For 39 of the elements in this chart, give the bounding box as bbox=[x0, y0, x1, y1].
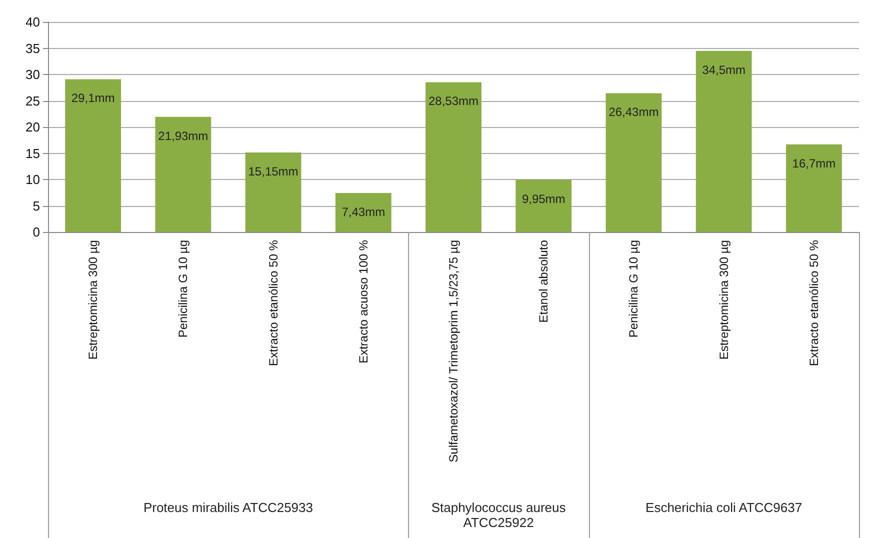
x-tick-label: Sulfametoxazol/ Trimetoprim 1,5/23,75 µg bbox=[446, 240, 460, 462]
y-tick-label: 0 bbox=[32, 224, 40, 240]
text: Escherichia coli ATCC9637 bbox=[644, 500, 804, 515]
data-label: 28,53mm bbox=[428, 94, 479, 108]
bar bbox=[155, 116, 212, 232]
bar bbox=[786, 144, 842, 232]
text: Proteus mirabilis ATCC25933 bbox=[142, 500, 314, 515]
bar bbox=[606, 93, 662, 232]
y-tick-label: 20 bbox=[26, 120, 40, 134]
bar bbox=[516, 180, 572, 232]
bar bbox=[696, 50, 752, 232]
bar bbox=[335, 192, 392, 232]
x-tick-label: Penicilina G 10 µg bbox=[626, 240, 641, 338]
y-tick-label: 10 bbox=[26, 172, 40, 187]
x-tick-label: Penicilina G 10 µg bbox=[176, 240, 190, 338]
bar bbox=[65, 79, 121, 232]
x-tick-label: Extracto etanólico 50 % bbox=[806, 240, 821, 366]
data-label: 9,95mm bbox=[522, 192, 566, 206]
bar bbox=[245, 152, 302, 232]
data-label: 7,43mm bbox=[342, 204, 386, 219]
data-label: 21,93mm bbox=[158, 128, 208, 143]
data-label: 29,1mm bbox=[71, 91, 115, 106]
y-tick-label: 25 bbox=[26, 93, 40, 108]
y-tick-label: 40 bbox=[26, 14, 40, 30]
y-tick-label: 5 bbox=[32, 198, 40, 214]
x-tick-label: Etanol absoluto bbox=[536, 240, 551, 323]
data-label: 15,15mm bbox=[248, 164, 298, 178]
bar bbox=[426, 82, 482, 232]
x-tick-label: Extracto etanólico 50 % bbox=[266, 240, 280, 366]
y-tick-label: 35 bbox=[26, 40, 40, 56]
text: Staphylococcus aureus ATCC25922 bbox=[430, 500, 567, 530]
data-label: 16,7mm bbox=[792, 156, 836, 170]
y-tick-label: 15 bbox=[26, 146, 40, 161]
data-label: 26,43mm bbox=[608, 105, 659, 120]
x-tick-label: Estreptomicina 300 µg bbox=[86, 240, 100, 360]
x-tick-label: Extracto acuoso 100 % bbox=[356, 240, 370, 364]
y-tick-label: 30 bbox=[26, 67, 40, 82]
x-tick-label: Estreptomicina 300 µg bbox=[716, 240, 731, 360]
data-label: 34,5mm bbox=[702, 62, 746, 77]
